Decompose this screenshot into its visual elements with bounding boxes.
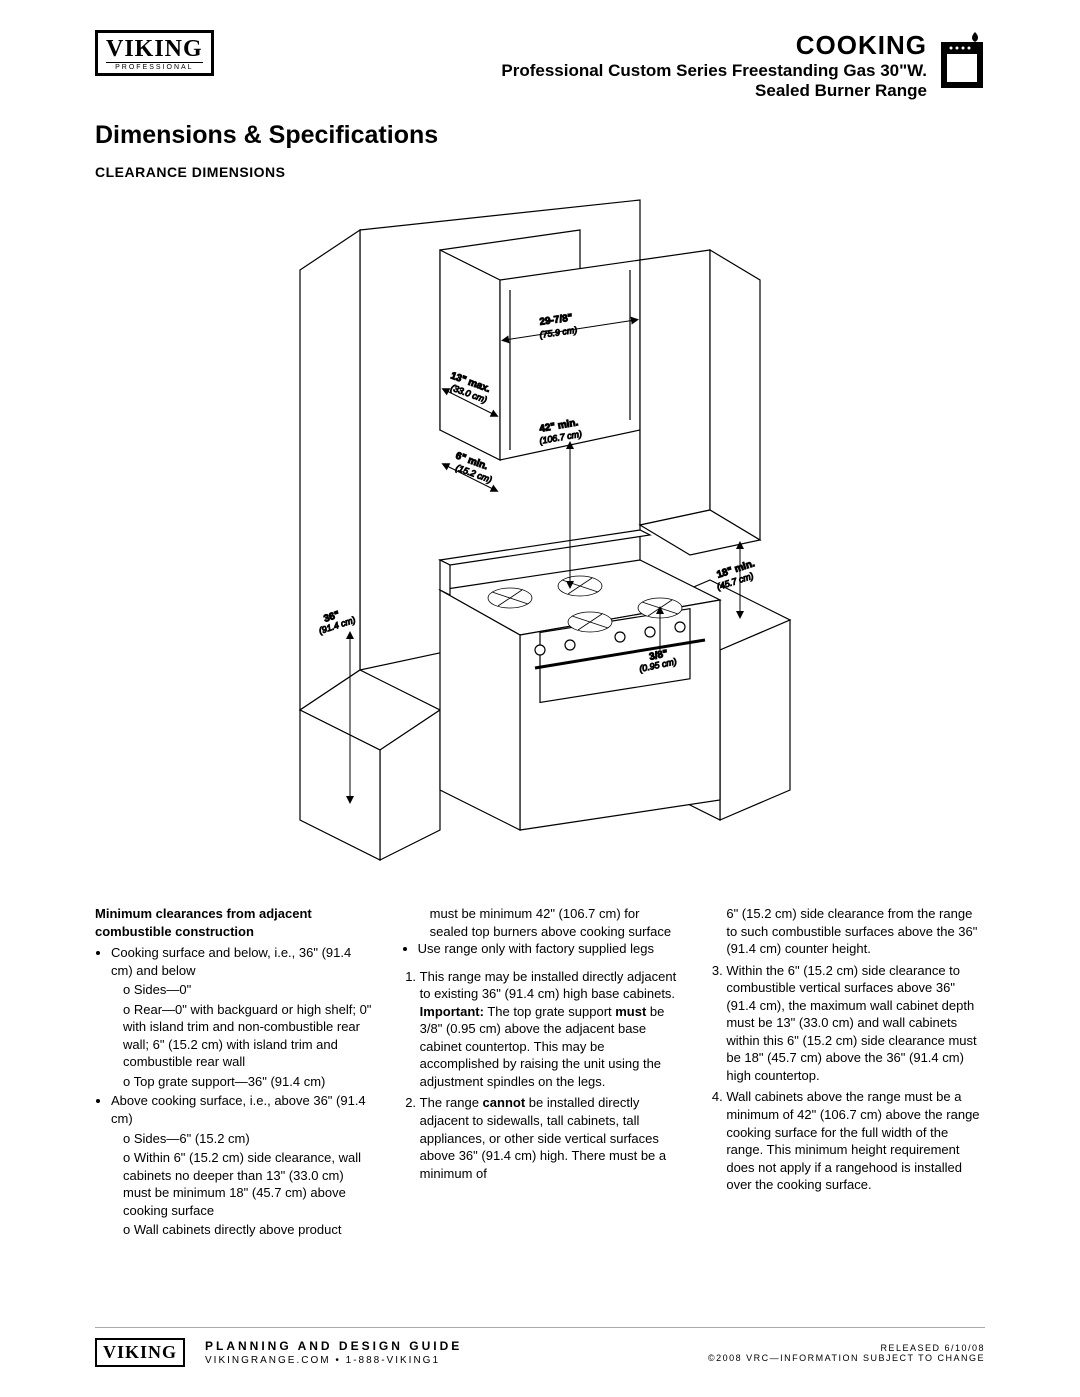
brand-logo: VIKING PROFESSIONAL	[95, 30, 214, 76]
list-item: Cooking surface and below, i.e., 36" (91…	[111, 944, 372, 979]
list-subitem: Top grate support—36" (91.4 cm)	[123, 1073, 372, 1091]
column-3: 6" (15.2 cm) side clearance from the ran…	[708, 905, 985, 1241]
footer-copyright: ©2008 VRC—INFORMATION SUBJECT TO CHANGE	[708, 1353, 985, 1363]
numbered-item: This range may be installed directly adj…	[420, 968, 679, 1091]
section-title: Dimensions & Specifications	[95, 121, 985, 150]
product-line2: Sealed Burner Range	[501, 81, 927, 101]
numbered-item: Wall cabinets above the range must be a …	[726, 1088, 985, 1193]
spec-columns: Minimum clearances from adjacent combust…	[95, 905, 985, 1241]
page-header: VIKING PROFESSIONAL COOKING Professional…	[95, 30, 985, 101]
clearance-diagram: 29-7/8" (75.9 cm) 13" max. (33.0 cm) 42"…	[95, 190, 985, 875]
product-line1: Professional Custom Series Freestanding …	[501, 61, 927, 81]
numbered-item: Within the 6" (15.2 cm) side clearance t…	[726, 962, 985, 1085]
column-1: Minimum clearances from adjacent combust…	[95, 905, 372, 1241]
category-label: COOKING	[501, 30, 927, 61]
range-icon	[939, 30, 985, 90]
numbered-item: The range cannot be installed directly a…	[420, 1094, 679, 1182]
footer-brand-logo: VIKING	[95, 1338, 185, 1367]
brand-subline: PROFESSIONAL	[106, 62, 203, 71]
header-right: COOKING Professional Custom Series Frees…	[501, 30, 985, 101]
list-subitem: Rear—0" with backguard or high shelf; 0"…	[123, 1001, 372, 1071]
list-subitem: Wall cabinets directly above product	[123, 1221, 372, 1239]
col1-heading: Minimum clearances from adjacent combust…	[95, 905, 372, 940]
footer-released: RELEASED 6/10/08	[708, 1343, 985, 1353]
column-2: must be minimum 42" (106.7 cm) for seale…	[402, 905, 679, 1241]
brand-name: VIKING	[106, 37, 203, 61]
footer-contact: VIKINGRANGE.COM • 1-888-VIKING1	[205, 1355, 688, 1366]
list-subitem: Sides—6" (15.2 cm)	[123, 1130, 372, 1148]
col2-bullet: Use range only with factory supplied leg…	[418, 940, 679, 958]
list-subitem: Within 6" (15.2 cm) side clearance, wall…	[123, 1149, 372, 1219]
col3-continuation: 6" (15.2 cm) side clearance from the ran…	[708, 905, 985, 958]
list-subitem: Sides—0"	[123, 981, 372, 999]
col2-continuation: must be minimum 42" (106.7 cm) for seale…	[402, 905, 679, 940]
list-item: Above cooking surface, i.e., above 36" (…	[111, 1092, 372, 1127]
subsection-title: CLEARANCE DIMENSIONS	[95, 164, 985, 180]
footer-guide: PLANNING AND DESIGN GUIDE	[205, 1339, 688, 1353]
page-footer: VIKING PLANNING AND DESIGN GUIDE VIKINGR…	[95, 1327, 985, 1367]
